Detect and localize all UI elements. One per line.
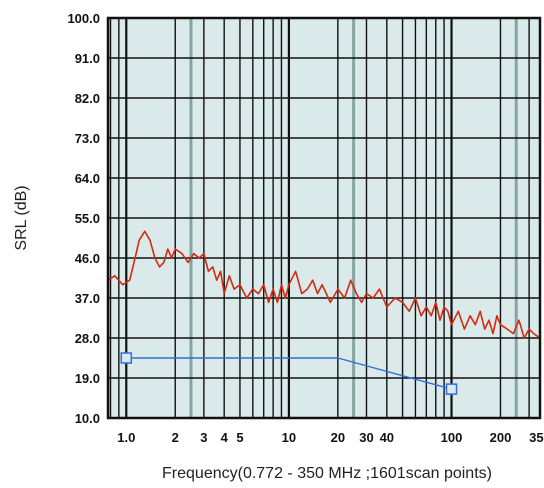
series-line-2: [126, 357, 452, 390]
y-tick-label: 55.0: [75, 211, 100, 226]
x-tick-label: 3: [200, 430, 207, 445]
major-gridlines: [108, 18, 540, 418]
y-tick-label: 91.0: [75, 51, 100, 66]
series-marker: [120, 352, 133, 364]
x-tick-label: 40: [380, 430, 394, 445]
y-tick-label: 19.0: [75, 371, 100, 386]
y-tick-label: 73.0: [75, 131, 100, 146]
y-tick-label: 10.0: [75, 411, 100, 426]
x-tick-label: 200: [490, 430, 512, 445]
x-tick-label: 20: [331, 430, 345, 445]
y-tick-label: 100.0: [67, 11, 100, 26]
x-tick-label: 350: [529, 430, 544, 445]
x-axis-label: Frequency(0.772 - 350 MHz ;1601scan poin…: [162, 465, 492, 482]
y-tick-labels: 100.0 91.0 82.0 73.0 64.0 55.0 46.0 37.0 28.0 19.…: [67, 11, 100, 426]
x-tick-label: 100: [441, 430, 463, 445]
x-tick-label: 4: [221, 430, 229, 445]
series-layer: [107, 230, 541, 395]
y-tick-label: 28.0: [75, 331, 100, 346]
series-line-1: [107, 230, 541, 339]
y-tick-label: 37.0: [75, 291, 100, 306]
y-tick-label: 82.0: [75, 91, 100, 106]
plot-frame: [106, 16, 542, 420]
y-tick-label: 46.0: [75, 251, 100, 266]
y-tick-label: 64.0: [75, 171, 100, 186]
x-tick-label: 30: [359, 430, 373, 445]
series-marker: [445, 383, 458, 395]
x-tick-label: 2: [172, 430, 179, 445]
y-axis-label: SRL (dB): [13, 185, 30, 250]
x-tick-labels: 1.0 2 345 10 20 30 40 100 200 350: [117, 430, 544, 445]
x-tick-label: 1.0: [117, 430, 135, 445]
x-tick-label: 10: [282, 430, 296, 445]
x-tick-label: 5: [236, 430, 243, 445]
